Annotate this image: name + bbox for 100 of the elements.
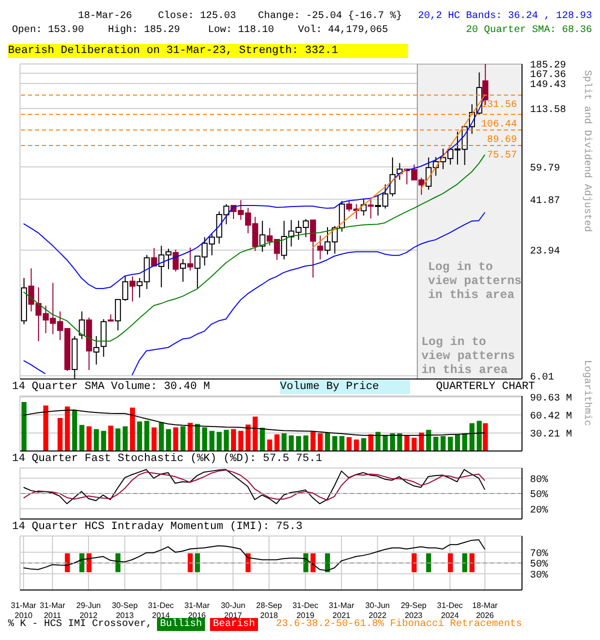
bar xyxy=(252,416,258,451)
y-tick-label: 41.87 xyxy=(530,196,560,207)
bar xyxy=(188,422,193,451)
bar xyxy=(173,427,178,451)
bar xyxy=(418,432,424,451)
y-tick-label: 90.63 M xyxy=(530,393,572,404)
bar xyxy=(137,421,142,451)
y-tick-label: 59.79 xyxy=(530,163,560,174)
bar xyxy=(296,436,302,451)
text: 18-Mar-26 xyxy=(78,10,132,24)
bar xyxy=(339,436,344,451)
band-label: Log in to view patterns in this area xyxy=(421,335,515,377)
text: Volume By Price xyxy=(280,380,410,394)
bar xyxy=(426,430,432,451)
bar xyxy=(22,402,27,451)
bar xyxy=(354,440,359,451)
bar xyxy=(469,423,474,451)
bar xyxy=(260,428,265,451)
y-tick-label: 30% xyxy=(530,570,548,582)
bar xyxy=(382,435,388,451)
bar xyxy=(267,440,272,451)
text: 20 Quarter SMA: 68.36 xyxy=(464,24,592,38)
bar xyxy=(122,426,128,451)
bar xyxy=(412,438,417,451)
bar xyxy=(482,423,488,451)
bar xyxy=(43,406,48,451)
candlestick xyxy=(180,258,186,282)
bar xyxy=(72,410,78,451)
x-tick-label: 29-Jun 2012 xyxy=(76,601,101,620)
text: Bullish xyxy=(157,618,206,631)
candlestick xyxy=(187,247,194,272)
bar xyxy=(375,432,380,451)
bar xyxy=(86,426,92,451)
bar xyxy=(318,433,323,451)
line-series xyxy=(23,539,486,572)
x-tick-label: 30-Sep 2013 xyxy=(112,601,138,620)
chart-title: 14 Quarter SMA Volume: 30.40 M xyxy=(12,380,210,394)
bar xyxy=(332,436,338,451)
text: Logarithmic xyxy=(580,360,593,426)
ref-line-label: 75.57 xyxy=(486,150,517,162)
candlestick xyxy=(368,198,374,219)
bar xyxy=(94,429,99,451)
chart-title: 14 Quarter Fast Stochastic (%K) (%D): 57.5 75.1 xyxy=(12,452,322,466)
candlestick xyxy=(310,220,316,278)
bar xyxy=(64,406,70,451)
x-tick-label: 31-Mar 2011 xyxy=(40,601,66,620)
text: Open: 153.90 xyxy=(12,24,84,38)
candlestick xyxy=(129,276,136,302)
x-tick-label: 30-Jun 2017 xyxy=(220,601,246,620)
bar xyxy=(455,434,460,451)
text: Vol: 44,179,065 xyxy=(298,24,388,38)
bar xyxy=(166,429,171,451)
text: 23.6-38.2-50-61.8% Fibonacci Retracements xyxy=(276,618,522,632)
ref-line-label: 106.44 xyxy=(480,120,517,131)
bar xyxy=(310,432,316,451)
candlestick xyxy=(93,336,100,366)
bar xyxy=(194,424,200,451)
bar xyxy=(231,429,236,451)
bar xyxy=(274,434,280,451)
y-tick-label: 70% xyxy=(530,548,548,560)
text: Low: 118.10 xyxy=(208,24,274,38)
text: Close: 125.03 xyxy=(158,10,236,24)
bar xyxy=(238,430,244,451)
y-tick-label: 30.21 M xyxy=(530,429,572,440)
y-tick-label: 23.94 xyxy=(530,246,560,258)
chart-title: 14 Quarter HCS Intraday Momentum (IMI): 75.3 xyxy=(12,520,302,534)
bar xyxy=(361,438,366,451)
bar xyxy=(404,435,410,451)
y-tick-label: 60.42 M xyxy=(530,411,572,422)
candlestick xyxy=(259,220,266,252)
y-tick-label: 20% xyxy=(530,505,548,516)
bar xyxy=(115,428,120,451)
x-tick-label: 31-Dec 2019 xyxy=(292,601,318,620)
bar xyxy=(368,434,374,451)
bar xyxy=(346,437,352,451)
candlestick xyxy=(78,310,85,340)
text: QUARTERLY CHART xyxy=(436,380,536,394)
candlestick xyxy=(172,248,179,272)
y-tick-label: 149.43 xyxy=(530,80,566,92)
bar xyxy=(180,426,186,451)
annotation: Log in to view patterns in this area xyxy=(428,260,523,302)
bar xyxy=(390,433,396,451)
x-tick-label: 31-Mar 2021 xyxy=(328,601,354,620)
ref-line-label: 89.69 xyxy=(486,135,517,146)
bar xyxy=(448,436,453,451)
bar xyxy=(397,433,402,451)
x-tick-label: 31-Dec 2014 xyxy=(148,601,174,620)
bar xyxy=(202,427,208,451)
bar xyxy=(144,420,150,451)
text: High: 185.29 xyxy=(108,24,180,38)
text: Bearish Deliberation on 31-Mar-23, Strength: 332.1 xyxy=(8,44,408,58)
bar xyxy=(246,424,251,451)
bar xyxy=(433,436,438,451)
line-series xyxy=(23,409,486,436)
x-tick-label: 31-Dec 2024 xyxy=(437,601,463,620)
x-tick-label: 18-Mar 2026 xyxy=(472,601,498,620)
text: 20,2 HC Bands: 36.24 , 128.93 xyxy=(418,10,592,24)
y-tick-label: 167.36 xyxy=(530,70,566,81)
y-tick-label: 50% xyxy=(530,560,548,571)
y-tick-label: 113.58 xyxy=(530,105,566,116)
